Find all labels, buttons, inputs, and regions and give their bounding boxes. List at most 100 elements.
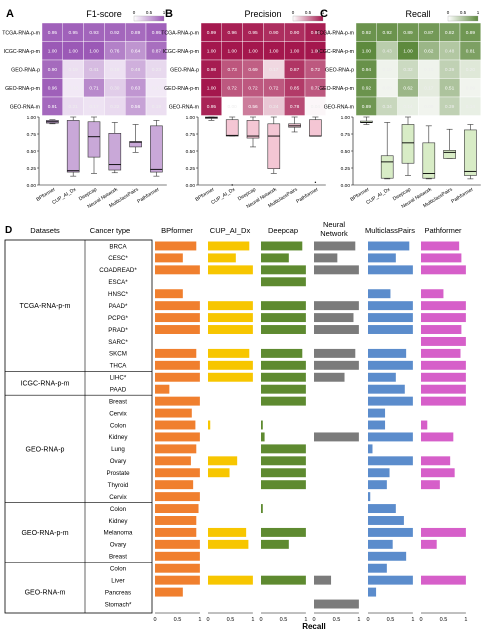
- legend-colorbar: [292, 15, 324, 22]
- dataset-group-label: GEO-RNA-p-m: [21, 530, 68, 537]
- bar: [208, 539, 249, 549]
- bar: [368, 384, 405, 394]
- x-tick-label: 0.5: [440, 617, 448, 623]
- heatmap-value: 0.00: [228, 104, 238, 110]
- bar: [155, 253, 183, 263]
- panel-label-B: B: [165, 8, 173, 20]
- cancer-type-label: LIHC*: [110, 375, 127, 382]
- y-tick-label: 0.75: [186, 132, 196, 138]
- heatmap-value: 0.10: [424, 67, 434, 73]
- cancer-type-label: BRCA: [109, 243, 127, 250]
- heatmap-value: 0.17: [424, 86, 434, 92]
- heatmap-value: 0.09: [383, 86, 393, 92]
- bar: [368, 396, 413, 406]
- bar: [314, 241, 356, 251]
- cancer-type-label: Kidney: [109, 518, 129, 525]
- cancer-type-label: Ovary: [110, 542, 127, 549]
- outlier-point: [231, 184, 233, 186]
- bar: [155, 492, 200, 502]
- y-tick-label: 0.75: [27, 132, 37, 138]
- y-tick-label: 0.00: [27, 183, 37, 189]
- heatmap-value: 0.09: [424, 104, 434, 110]
- bar: [155, 504, 199, 514]
- heatmap-value: 0.99: [207, 30, 217, 36]
- x-tick-label: 0.5: [280, 617, 288, 623]
- x-axis-title: Recall: [302, 622, 326, 631]
- heatmap-title: Recall: [405, 9, 430, 19]
- heatmap-value: 0.19: [152, 104, 162, 110]
- y-tick-label: 0.50: [341, 149, 351, 155]
- heatmap-value: 0.95: [69, 30, 79, 36]
- heatmap-row-label: GEO-RNA-m: [324, 104, 354, 110]
- cancer-type-label: Breast: [109, 554, 127, 561]
- heatmap-value: 0.23: [152, 67, 162, 73]
- cancer-type-label: PCPG*: [108, 315, 129, 322]
- y-tick-label: 1.00: [341, 115, 351, 121]
- cancer-type-label: Liver: [111, 577, 124, 584]
- bar: [208, 265, 253, 275]
- heatmap-value: 1.00: [403, 49, 413, 55]
- cancer-type-label: SARC*: [108, 339, 128, 346]
- heatmap-value: 0.17: [89, 104, 99, 110]
- bar: [155, 408, 192, 418]
- bar: [261, 253, 289, 263]
- heatmap-value: 1.00: [207, 86, 217, 92]
- heatmap-value: 1.00: [248, 49, 258, 55]
- y-tick-label: 1.00: [186, 115, 196, 121]
- y-tick-label: 0.25: [186, 166, 196, 172]
- bar: [261, 456, 306, 466]
- legend-colorbar: [447, 15, 479, 22]
- heatmap-value: 0.92: [362, 30, 372, 36]
- bar: [155, 313, 200, 323]
- heatmap-value: 1.00: [89, 49, 99, 55]
- bar: [421, 539, 437, 549]
- x-tick-label: CUP_AI_Dx: [210, 186, 236, 206]
- bar: [421, 301, 466, 311]
- bar: [368, 348, 407, 358]
- bar: [155, 551, 200, 561]
- heatmap-value: 0.72: [228, 86, 238, 92]
- header-datasets: Datasets: [30, 226, 60, 235]
- heatmap-value: 0.72: [311, 86, 321, 92]
- heatmap-value: 0.14: [466, 104, 476, 110]
- heatmap-value: 0.71: [89, 86, 99, 92]
- box: [87, 121, 101, 158]
- heatmap-title: Precision: [244, 9, 281, 19]
- heatmap-value: 0.56: [131, 104, 141, 110]
- heatmap-value: 1.00: [290, 49, 300, 55]
- bar: [368, 468, 390, 478]
- cancer-type-label: Ovary: [110, 458, 127, 465]
- bar: [368, 325, 413, 334]
- heatmap-value: 0.89: [362, 104, 372, 110]
- legend-tick: 1: [322, 10, 325, 15]
- heatmap-value: 0.04: [311, 104, 321, 110]
- bar: [314, 575, 332, 585]
- cancer-type-label: THCA: [110, 363, 128, 370]
- box: [401, 124, 415, 164]
- heatmap-value: 0.96: [311, 30, 321, 36]
- bar: [261, 468, 306, 478]
- bar: [314, 253, 338, 263]
- bar: [155, 432, 200, 442]
- bar: [155, 325, 200, 334]
- y-tick-label: 0.75: [341, 132, 351, 138]
- legend-tick: 1: [477, 10, 480, 15]
- bar: [208, 253, 236, 263]
- heatmap-value: 0.43: [383, 49, 393, 55]
- cancer-type-label: Colon: [110, 422, 127, 429]
- heatmap-row-label: TCGA-RNA-p-m: [161, 30, 199, 36]
- x-tick-label: 1: [411, 617, 414, 623]
- heatmap-row-label: TCGA-RNA-p-m: [2, 30, 40, 36]
- heatmap-value: 0.90: [48, 67, 58, 73]
- bar: [421, 432, 454, 442]
- heatmap-title: F1-score: [86, 9, 122, 19]
- heatmap-value: 0.87: [290, 67, 300, 73]
- y-tick-label: 0.25: [27, 166, 37, 172]
- heatmap-value: 1.00: [48, 49, 58, 55]
- x-tick-label: Pathformer: [295, 186, 319, 204]
- bar: [368, 301, 413, 311]
- heatmap-value: 0.89: [466, 30, 476, 36]
- bar: [155, 516, 197, 525]
- bar: [155, 241, 197, 251]
- box: [66, 120, 80, 173]
